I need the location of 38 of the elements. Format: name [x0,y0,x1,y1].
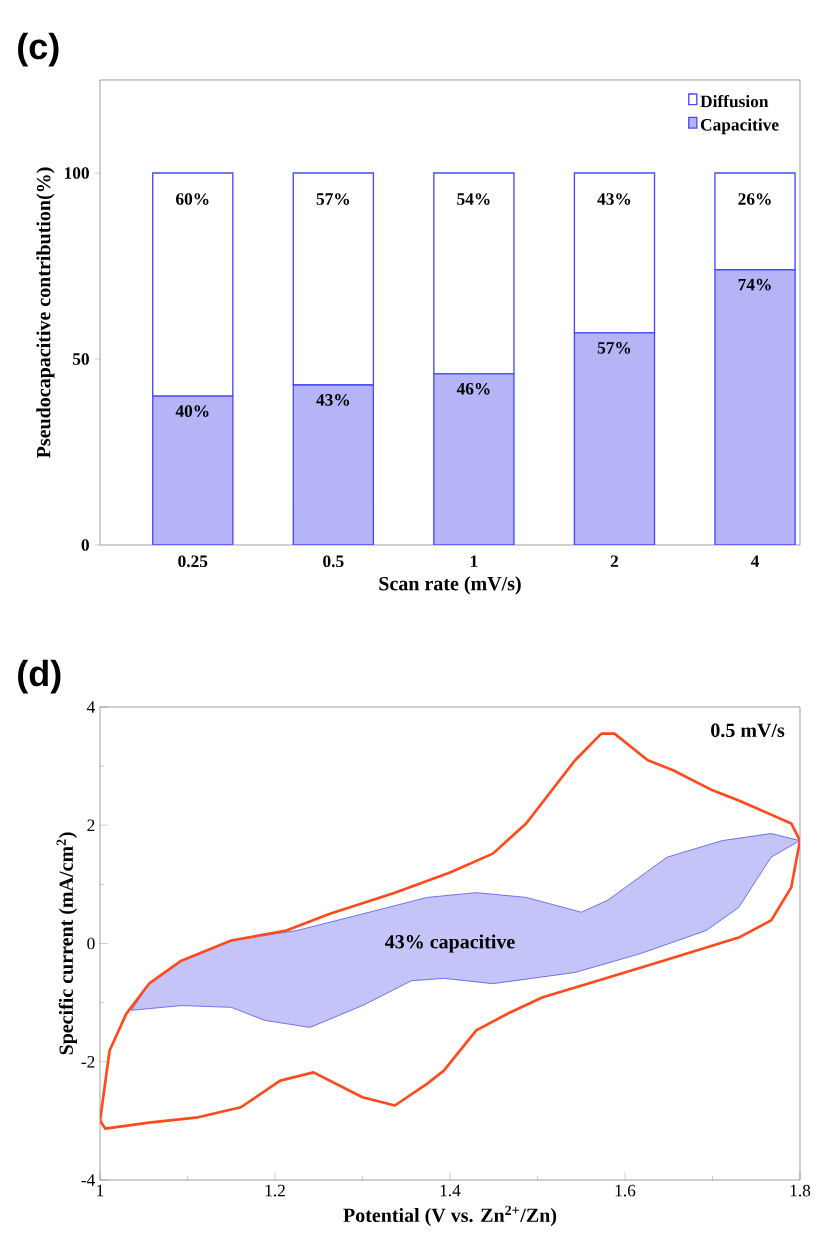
annotation: 43% capacitive [385,934,515,953]
data-label: 40% [175,405,209,417]
data-label: 74% [738,278,771,291]
x-tick-label: 1 [97,1184,104,1197]
annotation: 0.5 mV/s [711,723,785,738]
legend-label: Diffusion [700,94,769,108]
data-label: 26% [738,193,771,205]
data-label: 60% [176,193,209,205]
x-tick-label: 1.8 [790,1184,811,1197]
y-tick-label: 0 [87,937,95,950]
x-tick-label: 1.2 [265,1184,285,1197]
data-label: 46% [456,382,490,395]
data-label: 54% [457,193,490,205]
y-tick-label: 100 [64,167,89,179]
y-tick-label: 50 [72,353,89,365]
y-axis-title: Specific current (mA/cm$^{2}$) [56,832,78,1055]
x-tick-label: 1.6 [615,1184,636,1197]
y-axis-title: Pseudocapacitive contribution(%) [36,167,55,458]
data-label: 57% [316,193,350,205]
chart-title: (d) [18,659,61,694]
y-tick-label: 4 [86,701,96,713]
x-tick-label: 0.25 [178,555,208,568]
y-tick-label: -4 [81,1174,96,1186]
y-tick-label: 2 [87,819,95,831]
data-label: 57% [597,341,631,354]
data-label: 43% [316,394,350,406]
x-tick-label: 1.4 [440,1184,461,1197]
chart-title: (c) [18,32,59,67]
x-tick-label: 4 [750,555,760,567]
x-axis-title: Scan rate (mV/s) [379,576,521,595]
x-axis-title: Potential (V vs. Zn$^{2+}$/Zn) [343,1205,557,1227]
x-tick-label: 1 [470,555,478,567]
y-tick-label: -2 [81,1056,95,1068]
legend-label: Capacitive [700,118,779,135]
x-tick-label: 2 [610,555,619,567]
x-tick-label: 0.5 [323,555,344,568]
y-tick-label: 0 [81,539,89,551]
data-label: 43% [597,193,631,205]
